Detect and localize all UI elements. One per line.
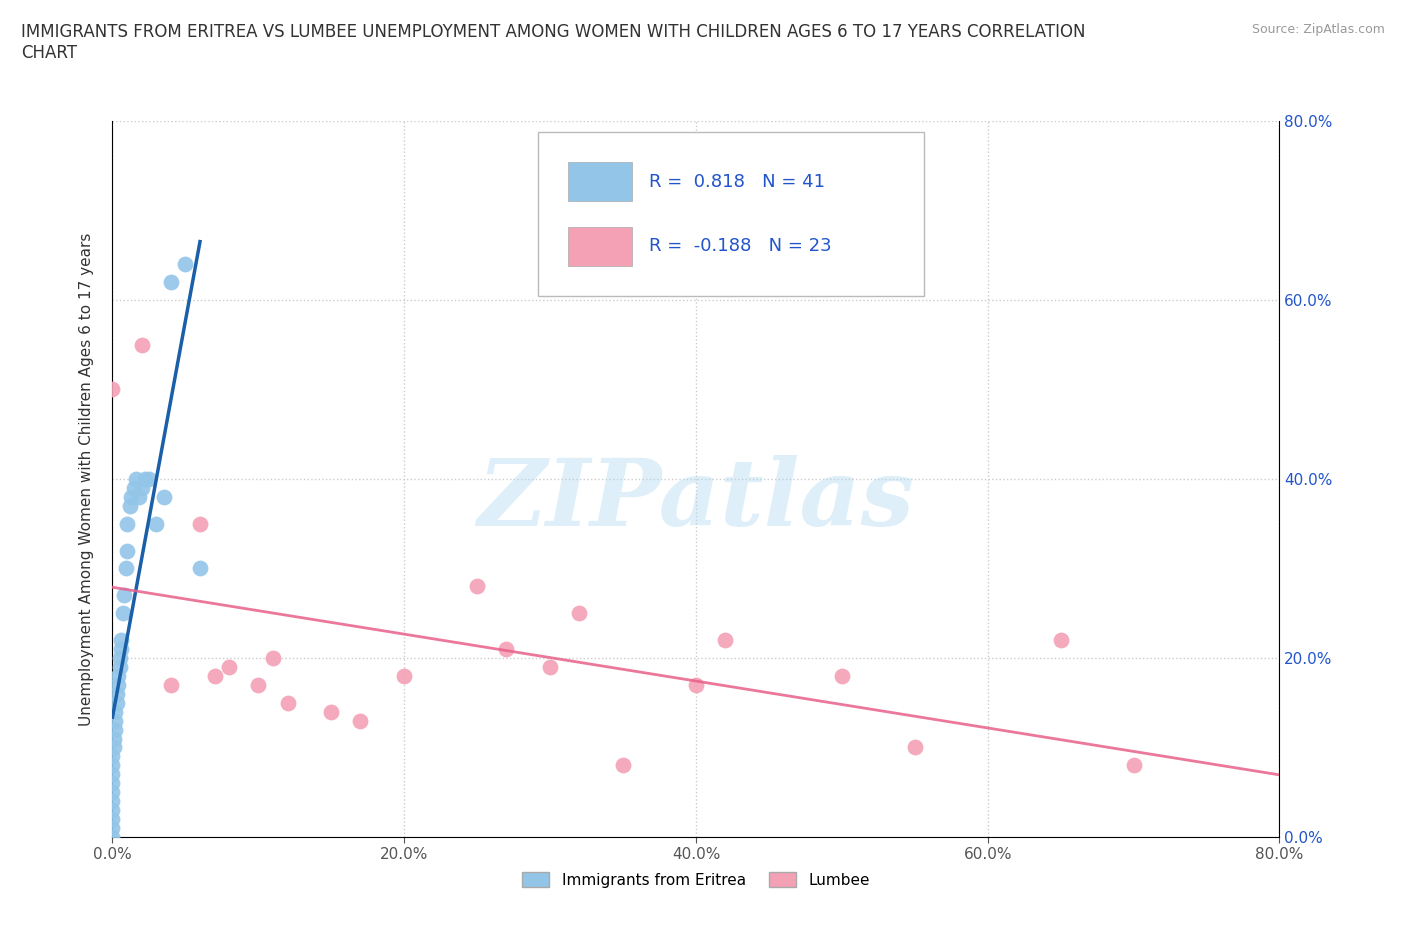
Point (465, 578, 488, 594)
Point (145, 516, 167, 531)
Text: Source: ZipAtlas.com: Source: ZipAtlas.com (1251, 23, 1385, 36)
Point (107, 669, 129, 684)
Point (115, 516, 138, 531)
Point (124, 481, 146, 496)
Point (612, 758, 634, 773)
FancyBboxPatch shape (568, 227, 631, 266)
FancyBboxPatch shape (568, 162, 631, 202)
Point (538, 659, 561, 674)
Point (104, 722, 127, 737)
Point (394, 669, 416, 684)
Point (160, 274, 183, 289)
Y-axis label: Unemployment Among Women with Children Ages 6 to 17 years: Unemployment Among Women with Children A… (79, 232, 94, 725)
Point (101, 758, 124, 773)
Point (188, 516, 211, 531)
Point (262, 651, 284, 666)
Point (110, 642, 132, 657)
Point (107, 677, 129, 692)
Point (247, 677, 270, 692)
Text: R =  -0.188   N = 23: R = -0.188 N = 23 (650, 237, 832, 255)
Point (104, 713, 127, 728)
Point (188, 561, 211, 576)
Point (118, 498, 141, 513)
Point (685, 677, 707, 692)
Point (160, 677, 183, 692)
Point (104, 704, 127, 719)
Point (568, 605, 591, 620)
Point (134, 472, 156, 486)
Point (101, 767, 124, 782)
Point (101, 794, 124, 809)
Point (105, 696, 128, 711)
Point (904, 740, 927, 755)
Point (1049, 632, 1071, 647)
Point (128, 489, 150, 504)
FancyBboxPatch shape (538, 132, 924, 297)
Point (120, 489, 142, 504)
Point (495, 642, 517, 657)
Point (218, 659, 240, 674)
Legend: Immigrants from Eritrea, Lumbee: Immigrants from Eritrea, Lumbee (516, 866, 876, 894)
Point (103, 731, 125, 746)
Point (108, 651, 131, 666)
Point (101, 820, 124, 835)
Point (101, 776, 124, 790)
Point (125, 472, 148, 486)
Point (103, 740, 125, 755)
Point (115, 543, 138, 558)
Point (108, 659, 131, 674)
Point (101, 785, 124, 800)
Point (110, 632, 132, 647)
Text: ZIPatlas: ZIPatlas (478, 456, 914, 545)
Point (321, 704, 343, 719)
Point (111, 605, 134, 620)
Point (101, 830, 124, 844)
Point (101, 803, 124, 817)
Point (114, 561, 136, 576)
Point (101, 749, 124, 764)
Point (131, 338, 153, 352)
Point (105, 686, 128, 701)
Point (138, 472, 160, 486)
Text: IMMIGRANTS FROM ERITREA VS LUMBEE UNEMPLOYMENT AMONG WOMEN WITH CHILDREN AGES 6 : IMMIGRANTS FROM ERITREA VS LUMBEE UNEMPL… (21, 23, 1085, 62)
Point (349, 713, 371, 728)
Point (152, 489, 174, 504)
Point (101, 812, 124, 827)
Point (276, 696, 298, 711)
Point (204, 669, 226, 684)
Text: R =  0.818   N = 41: R = 0.818 N = 41 (650, 173, 825, 191)
Point (174, 257, 197, 272)
Point (831, 669, 853, 684)
Point (714, 632, 737, 647)
Point (1122, 758, 1144, 773)
Point (112, 588, 135, 603)
Point (131, 481, 153, 496)
Point (101, 382, 124, 397)
